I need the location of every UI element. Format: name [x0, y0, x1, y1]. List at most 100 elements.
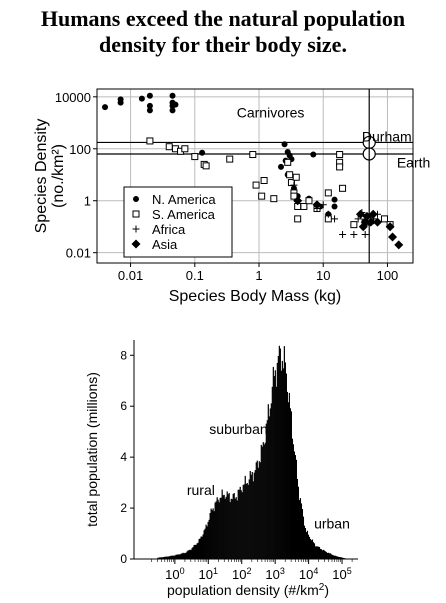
histogram-bar [167, 556, 169, 559]
histogram-bar [249, 470, 251, 559]
tick-label-exponent: 2 [246, 566, 251, 576]
histogram-bar [206, 526, 208, 559]
histogram-bar [179, 554, 181, 559]
scatter-point [336, 151, 344, 159]
axis-label-superscript: 2 [319, 582, 325, 593]
histogram-bar [253, 472, 255, 559]
scatter-x-tick-label: 0.1 [186, 268, 204, 283]
histogram-y-tick-label: 2 [120, 501, 127, 515]
scatter-point [354, 215, 362, 223]
histogram-bar [238, 489, 240, 559]
histogram-bar [328, 553, 331, 559]
histogram-bar [280, 370, 282, 559]
histogram-bar [262, 442, 264, 559]
histogram-bar [313, 543, 316, 559]
tick-label-exponent: 0 [180, 566, 185, 576]
scatter-point [169, 92, 176, 99]
scatter-plot-frame [96, 88, 414, 264]
histogram-bar [190, 550, 192, 559]
histogram-bar [224, 498, 226, 559]
histogram-x-tick-label: 100 [165, 566, 184, 582]
histogram-bar [333, 555, 336, 559]
histogram-bar [225, 496, 227, 559]
histogram-bar [321, 550, 324, 559]
histogram-bar [272, 366, 274, 559]
scatter-point [290, 181, 298, 189]
histogram-bar [219, 497, 221, 559]
histogram-bar [300, 503, 303, 559]
histogram-y-tick-label: 0 [120, 552, 127, 566]
histogram-bar [337, 556, 340, 559]
histogram-bar [267, 404, 269, 559]
scatter-point [331, 196, 338, 203]
scatter-y-tick-label: 100 [69, 142, 91, 157]
histogram-bar [306, 530, 309, 559]
histogram-bar [303, 525, 306, 559]
histogram-bar [259, 462, 261, 559]
histogram-bar [235, 497, 237, 559]
scatter-point [324, 189, 332, 197]
histogram-bar [338, 557, 341, 559]
tick-label-exponent: 1 [213, 566, 218, 576]
scatter-series-africa [290, 181, 381, 239]
histogram-bar [304, 527, 307, 559]
scatter-point [249, 151, 257, 159]
scatter-point [361, 231, 369, 239]
scatter-point [284, 158, 292, 166]
histogram-bar [186, 551, 188, 559]
histogram-bar [299, 498, 302, 559]
histogram-bar [173, 555, 175, 559]
histogram-bar [298, 500, 301, 559]
histogram-bar [255, 462, 257, 559]
histogram-bar [201, 536, 203, 559]
histogram-bar [319, 548, 322, 559]
histogram-bar [307, 534, 310, 559]
histogram-bar [289, 408, 291, 559]
histogram-bar [193, 545, 195, 559]
tick-label-exponent: 3 [280, 566, 285, 576]
histogram-bar [340, 557, 343, 559]
histogram-bar [217, 499, 219, 559]
histogram-bar [270, 403, 272, 559]
histogram-bar [192, 547, 194, 559]
scatter-point [286, 171, 294, 179]
histogram-bar [237, 489, 239, 559]
scatter-series-asia [293, 196, 404, 250]
histogram-bar [269, 408, 271, 559]
histogram-bar [183, 553, 185, 559]
histogram-bar [205, 524, 207, 559]
histogram-bar [277, 356, 279, 559]
histogram-bar [263, 444, 265, 559]
histogram-bar [296, 478, 299, 559]
histogram-bar [223, 494, 225, 559]
scatter-point [339, 184, 347, 192]
histogram-annotation: urban [314, 515, 350, 531]
legend-label: Asia [152, 237, 178, 252]
histogram-y-tick-label: 8 [120, 348, 127, 362]
histogram-bar [271, 386, 273, 559]
scatter-point [331, 215, 339, 223]
tick-label-base: 10 [332, 567, 346, 582]
scatter-point [381, 215, 389, 223]
histogram-bar [281, 360, 283, 559]
histogram-bar [286, 391, 288, 559]
histogram-bar [339, 557, 342, 559]
histogram-bar [242, 484, 244, 559]
histogram-bar [161, 557, 163, 559]
histogram-bar [260, 444, 262, 559]
histogram-bar [332, 555, 335, 559]
histogram-bar [294, 455, 297, 559]
histogram-bar [172, 555, 174, 559]
histogram-bar [258, 461, 260, 559]
scatter-point [172, 101, 179, 108]
histogram-bar [273, 376, 275, 559]
histogram-bar [175, 554, 177, 559]
histogram-bar [226, 491, 228, 559]
histogram-bar [266, 420, 268, 559]
scatter-point [350, 221, 358, 229]
histogram-bar [251, 472, 253, 559]
scatter-point [252, 181, 260, 189]
histogram-bar [231, 499, 233, 559]
histogram-bar [283, 346, 285, 559]
